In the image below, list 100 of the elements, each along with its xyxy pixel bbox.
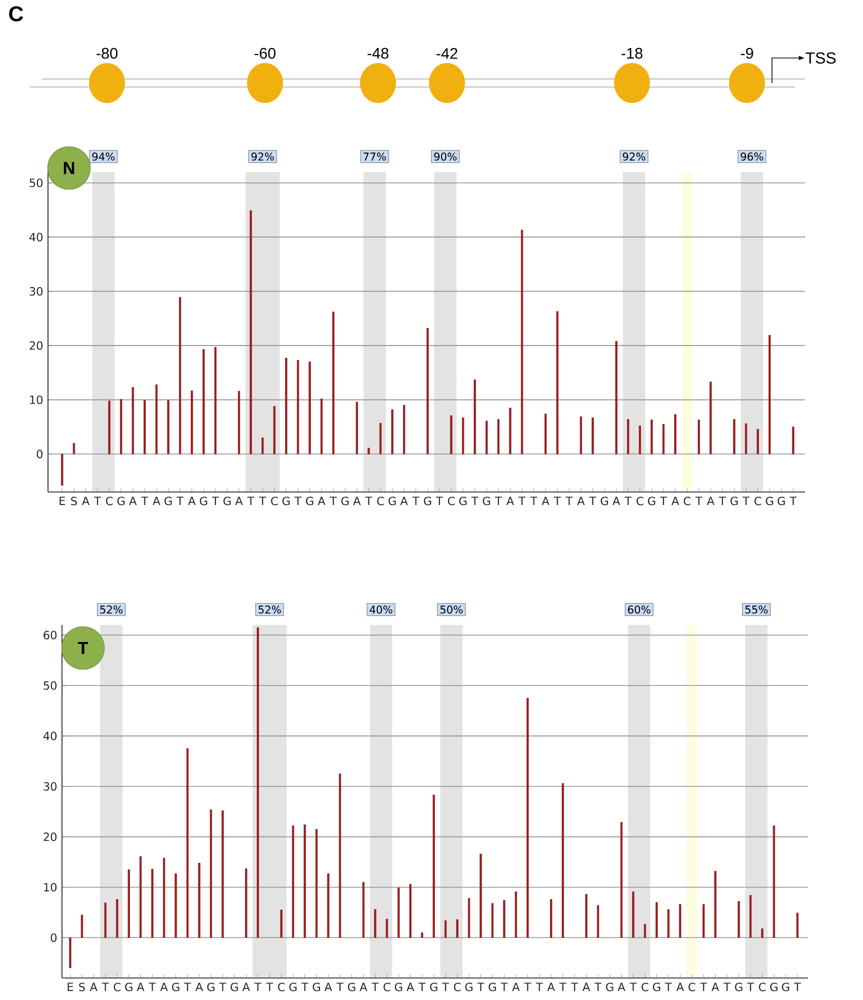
- x-tick-label: T: [102, 982, 109, 991]
- x-tick-label: T: [266, 982, 274, 991]
- x-tick-label: T: [365, 496, 372, 505]
- x-tick-label: C: [377, 496, 384, 506]
- x-tick-label: T: [700, 982, 708, 991]
- x-tick-label: A: [360, 982, 368, 991]
- y-tick-label: 20: [44, 832, 57, 842]
- x-tick-label: G: [782, 982, 790, 992]
- x-tick-label: E: [60, 496, 66, 505]
- x-tick-label: G: [648, 496, 656, 506]
- text: TSS: [806, 52, 836, 64]
- x-tick-label: G: [424, 496, 432, 506]
- x-tick-label: C: [114, 982, 120, 992]
- text: -48: [368, 48, 388, 59]
- x-tick-label: T: [747, 982, 754, 991]
- x-tick-label: C: [684, 496, 690, 506]
- y-tick-label: 50: [30, 178, 43, 188]
- text: -18: [622, 48, 642, 59]
- x-tick-label: A: [324, 982, 332, 991]
- y-tick-label: 30: [30, 287, 43, 296]
- x-tick-label: T: [330, 496, 337, 505]
- text: 94%: [92, 152, 115, 161]
- x-tick-label: T: [436, 496, 443, 505]
- x-tick-label: T: [790, 496, 797, 505]
- x-tick-label: S: [71, 496, 77, 506]
- x-tick-label: T: [594, 982, 602, 991]
- x-tick-label: A: [612, 496, 620, 505]
- x-tick-label: A: [136, 982, 144, 991]
- x-tick-label: T: [530, 496, 538, 505]
- x-tick-label: A: [506, 496, 514, 505]
- text: C: [9, 6, 24, 22]
- x-tick-label: G: [730, 496, 738, 506]
- x-tick-label: T: [536, 982, 543, 991]
- x-tick-label: A: [618, 982, 626, 991]
- text: 40%: [370, 606, 392, 614]
- x-tick-label: G: [348, 982, 356, 992]
- x-tick-label: A: [712, 982, 720, 991]
- y-tick-label: 40: [43, 732, 57, 740]
- x-tick-label: G: [430, 982, 438, 992]
- x-tick-label: T: [660, 496, 667, 505]
- y-tick-label: 0: [36, 450, 43, 458]
- text: 55%: [745, 606, 768, 614]
- x-tick-label: T: [184, 982, 192, 991]
- x-tick-label: T: [176, 496, 184, 505]
- x-tick-label: A: [160, 982, 168, 991]
- y-tick-label: 20: [30, 341, 43, 350]
- text: 77%: [364, 152, 386, 161]
- annotation: T: [78, 642, 88, 654]
- annotation: N: [64, 162, 74, 174]
- x-tick-label: T: [500, 982, 508, 991]
- x-tick-label: E: [68, 982, 74, 991]
- x-tick-label: T: [477, 982, 484, 991]
- x-tick-label: A: [235, 496, 243, 505]
- y-tick-label: 50: [44, 681, 57, 690]
- text: 50%: [440, 606, 463, 614]
- x-tick-label: T: [630, 982, 637, 991]
- x-tick-label: G: [778, 496, 785, 506]
- text: 92%: [622, 152, 646, 161]
- text: 90%: [434, 152, 457, 161]
- x-tick-label: T: [247, 496, 254, 505]
- x-tick-label: G: [600, 496, 608, 506]
- x-tick-label: G: [388, 496, 396, 506]
- x-tick-label: T: [524, 982, 532, 991]
- x-tick-label: G: [312, 982, 320, 992]
- x-tick-label: A: [242, 982, 250, 991]
- x-tick-label: T: [301, 982, 308, 991]
- x-tick-label: T: [254, 982, 262, 991]
- x-tick-label: A: [129, 496, 137, 505]
- x-tick-label: A: [188, 496, 196, 505]
- x-tick-label: T: [518, 496, 526, 505]
- x-tick-label: T: [294, 496, 302, 505]
- x-tick-label: T: [554, 496, 561, 505]
- x-tick-label: C: [754, 496, 762, 506]
- x-tick-label: G: [117, 496, 125, 506]
- x-tick-label: G: [125, 982, 132, 992]
- text: 52%: [258, 606, 281, 614]
- x-tick-label: T: [624, 496, 632, 505]
- x-tick-label: T: [571, 982, 578, 991]
- x-tick-label: C: [636, 496, 644, 506]
- x-tick-label: T: [212, 496, 219, 505]
- x-tick-label: G: [223, 496, 231, 506]
- text: -80: [96, 48, 118, 59]
- y-tick-label: 0: [50, 933, 57, 942]
- x-tick-label: T: [559, 982, 566, 991]
- x-tick-label: G: [465, 982, 472, 992]
- x-tick-label: A: [676, 982, 684, 991]
- x-tick-label: A: [152, 496, 160, 505]
- x-tick-label: G: [230, 982, 238, 992]
- x-tick-label: C: [278, 982, 285, 992]
- x-tick-label: T: [742, 496, 750, 505]
- y-tick-label: 10: [44, 882, 57, 892]
- x-tick-label: T: [259, 496, 266, 505]
- x-tick-label: T: [664, 982, 672, 991]
- x-tick-label: A: [318, 496, 326, 505]
- x-tick-label: T: [412, 496, 420, 505]
- y-tick-label: 10: [30, 396, 43, 404]
- x-tick-label: A: [82, 496, 90, 505]
- text: 60%: [628, 606, 650, 614]
- x-tick-label: G: [172, 982, 180, 992]
- x-tick-label: T: [94, 496, 102, 505]
